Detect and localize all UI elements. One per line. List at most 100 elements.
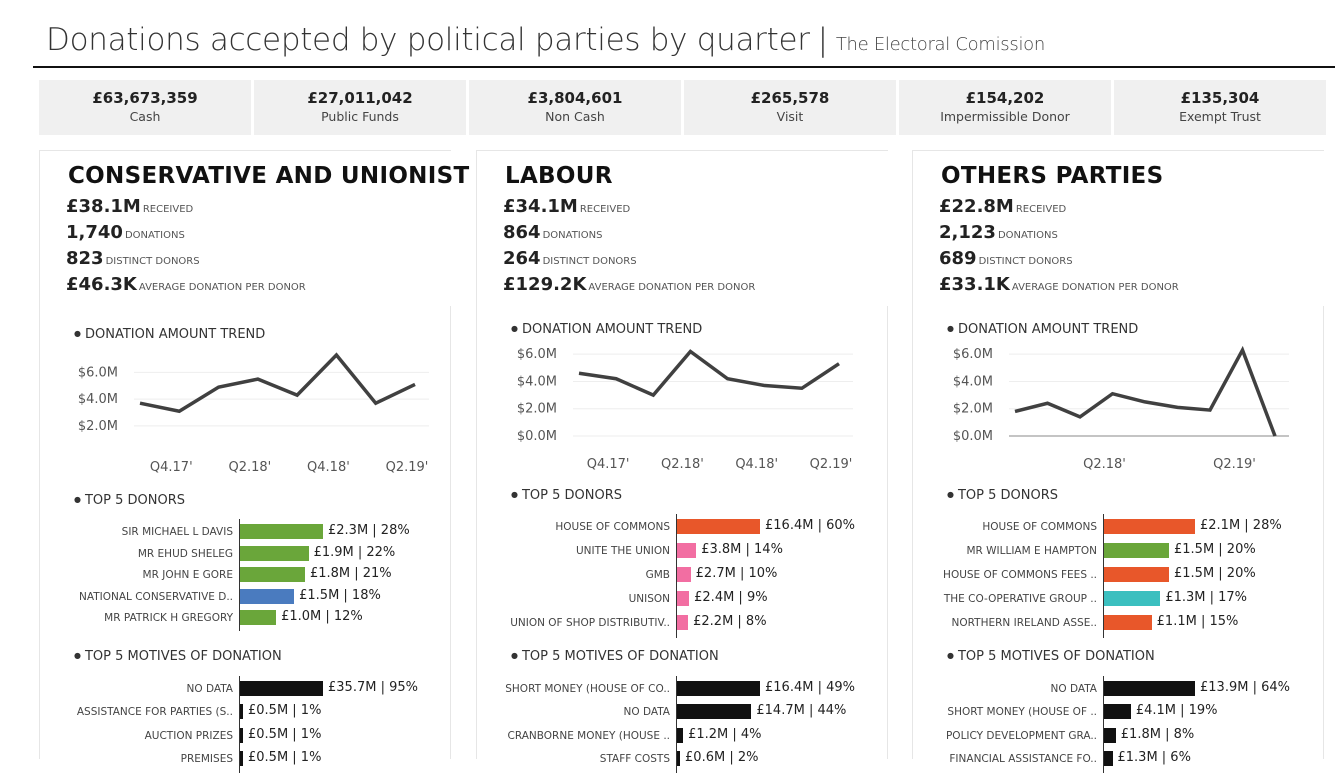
title-separator: | [818, 22, 828, 58]
donor-value: £1.1M | 15% [1157, 614, 1239, 630]
donor-label: UNION OF SHOP DISTRIBUTIV.. [510, 617, 670, 629]
donor-label: HOUSE OF COMMONS FEES .. [943, 569, 1097, 581]
party-name: CONSERVATIVE AND UNIONIST [68, 163, 469, 190]
y-tick-label: $4.0M [953, 374, 993, 389]
donor-value: £2.1M | 28% [1200, 518, 1282, 534]
motive-row: NO DATA£14.7M | 44% [477, 703, 889, 721]
motive-value: £0.5M | 1% [248, 750, 321, 766]
trend-section-title: DONATION AMOUNT TREND [947, 321, 1138, 337]
donor-row: HOUSE OF COMMONS£16.4M | 60% [477, 518, 889, 536]
stat-unit: DISTINCT DONORS [106, 256, 200, 267]
donor-value: £1.8M | 21% [310, 566, 392, 582]
donor-bar [240, 546, 309, 561]
motive-value: £1.2M | 4% [688, 727, 761, 743]
donor-label: UNISON [629, 593, 670, 605]
stat-unit: DONATIONS [998, 230, 1058, 241]
motive-value: £1.3M | 6% [1118, 750, 1191, 766]
donor-label: THE CO-OPERATIVE GROUP .. [944, 593, 1097, 605]
donor-row: UNITE THE UNION£3.8M | 14% [477, 542, 889, 560]
y-tick-label: $6.0M [517, 347, 557, 362]
kpi-label: Non Cash [469, 109, 681, 124]
donor-label: MR WILLIAM E HAMPTON [966, 545, 1097, 557]
y-tick-label: $0.0M [953, 429, 993, 444]
kpi-label: Exempt Trust [1114, 109, 1326, 124]
kpi-value: £63,673,359 [39, 89, 251, 107]
motive-value: £0.5M | 1% [248, 703, 321, 719]
motive-label: AUCTION PRIZES [145, 730, 233, 742]
kpi-value: £3,804,601 [469, 89, 681, 107]
donor-value: £3.8M | 14% [701, 542, 783, 558]
motive-label: SHORT MONEY (HOUSE OF .. [947, 706, 1097, 718]
motive-row: NO DATA£13.9M | 64% [913, 680, 1325, 698]
kpi-value: £154,202 [899, 89, 1111, 107]
stat-unit: DONATIONS [543, 230, 603, 241]
trend-line [1015, 350, 1275, 436]
x-tick-label: Q4.18' [735, 457, 778, 472]
motive-value: £13.9M | 64% [1200, 680, 1290, 696]
x-tick-label: Q2.19' [386, 460, 429, 475]
donor-row: SIR MICHAEL L DAVIS £2.3M | 28% [40, 523, 452, 541]
motive-bar [1104, 681, 1195, 696]
motive-bar [677, 751, 680, 766]
donor-value: £2.2M | 8% [693, 614, 766, 630]
motive-bar [677, 681, 760, 696]
kpi-value: £135,304 [1114, 89, 1326, 107]
donor-label: MR EHUD SHELEG [138, 548, 233, 560]
donor-row: UNION OF SHOP DISTRIBUTIV.. £2.2M | 8% [477, 614, 889, 632]
motive-row: SHORT MONEY (HOUSE OF CO..£16.4M | 49% [477, 680, 889, 698]
donor-label: SIR MICHAEL L DAVIS [122, 526, 233, 538]
donor-bar [677, 519, 760, 534]
stat-value: £22.8M [939, 196, 1014, 217]
stat-value: £46.3K [66, 274, 137, 295]
y-tick-label: $4.0M [78, 392, 118, 407]
x-tick-label: Q2.19' [810, 457, 853, 472]
donor-row: MR WILLIAM E HAMPTON£1.5M | 20% [913, 542, 1325, 560]
stat-value: 689 [939, 248, 977, 269]
stat-unit: DONATIONS [125, 230, 185, 241]
donor-row: UNISON£2.4M | 9% [477, 590, 889, 608]
donor-bar [1104, 567, 1169, 582]
donor-label: NORTHERN IRELAND ASSE.. [952, 617, 1097, 629]
donor-row: NATIONAL CONSERVATIVE D.. £1.5M | 18% [40, 588, 452, 606]
motive-row: SHORT MONEY (HOUSE OF ..£4.1M | 19% [913, 703, 1325, 721]
donor-label: MR PATRICK H GREGORY [104, 612, 233, 624]
y-tick-label: $2.0M [953, 402, 993, 417]
trend-line [140, 355, 415, 411]
motive-bar [1104, 751, 1113, 766]
stat-unit: AVERAGE DONATION PER DONOR [1012, 282, 1179, 293]
motive-section-title: TOP 5 MOTIVES OF DONATION [74, 648, 282, 664]
motive-label: POLICY DEVELOPMENT GRA.. [946, 730, 1097, 742]
motive-bar [677, 704, 751, 719]
donor-row: GMB£2.7M | 10% [477, 566, 889, 584]
motive-value: £1.8M | 8% [1121, 727, 1194, 743]
stat-value: 823 [66, 248, 104, 269]
donor-bar [1104, 591, 1160, 606]
motive-value: £35.7M | 95% [328, 680, 418, 696]
motive-bar [240, 728, 243, 743]
stat-value: 264 [503, 248, 541, 269]
kpi-exempt-trust: £135,304 Exempt Trust [1114, 80, 1326, 135]
donor-value: £2.7M | 10% [696, 566, 778, 582]
donor-value: £16.4M | 60% [765, 518, 855, 534]
title-text: Donations accepted by political parties … [46, 22, 810, 58]
x-tick-label: Q4.18' [307, 460, 350, 475]
donor-value: £2.3M | 28% [328, 523, 410, 539]
donor-bar [677, 615, 688, 630]
motive-bar [1104, 704, 1131, 719]
motive-bar [240, 681, 323, 696]
y-tick-label: $2.0M [78, 419, 118, 434]
donor-row: THE CO-OPERATIVE GROUP ..£1.3M | 17% [913, 590, 1325, 608]
donor-bar [240, 589, 294, 604]
donor-value: £1.5M | 18% [299, 588, 381, 604]
stat-unit: DISTINCT DONORS [543, 256, 637, 267]
stat-value: £34.1M [503, 196, 578, 217]
donor-label: NATIONAL CONSERVATIVE D.. [79, 591, 233, 603]
kpi-label: Cash [39, 109, 251, 124]
header-divider [33, 66, 1335, 68]
